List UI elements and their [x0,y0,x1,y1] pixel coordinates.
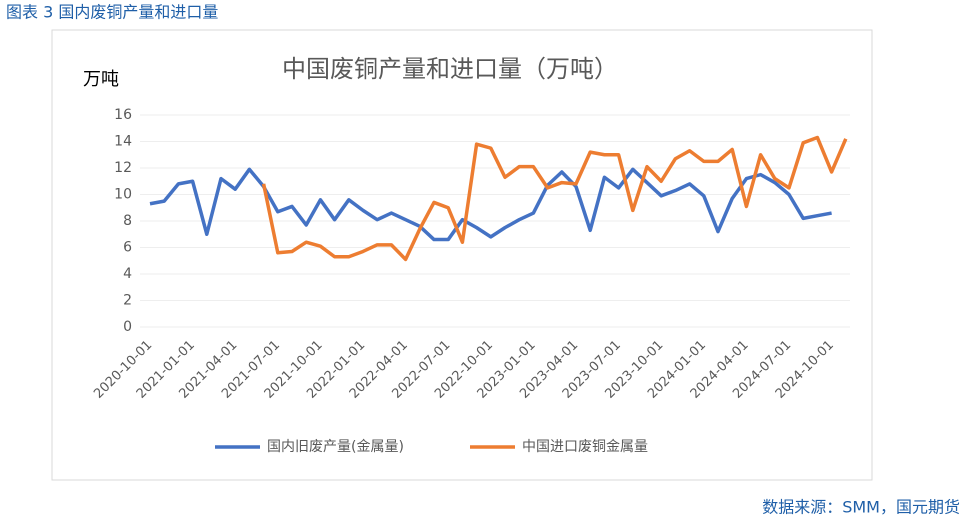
y-tick-label: 12 [114,160,132,176]
y-tick-label: 10 [114,187,132,203]
y-tick-label: 2 [123,293,132,309]
y-tick-label: 0 [123,319,132,335]
y-tick-label: 6 [123,240,132,256]
chart-title: 中国废铜产量和进口量（万吨） [282,55,618,83]
caption: 图表 3 国内废铜产量和进口量 [6,3,218,22]
source: 数据来源：SMM，国元期货 [762,498,960,517]
legend-label: 国内旧废产量(金属量) [267,439,404,455]
y-tick-label: 8 [123,213,132,229]
line-series [261,135,848,262]
y-tick-label: 14 [114,134,132,150]
y-tick-label: 16 [114,107,132,123]
chart-frame [51,29,873,481]
y-axis-label: 万吨 [83,69,119,90]
legend-label: 中国进口废铜金属量 [522,439,648,455]
line-series [149,167,832,242]
y-tick-label: 4 [123,266,132,282]
